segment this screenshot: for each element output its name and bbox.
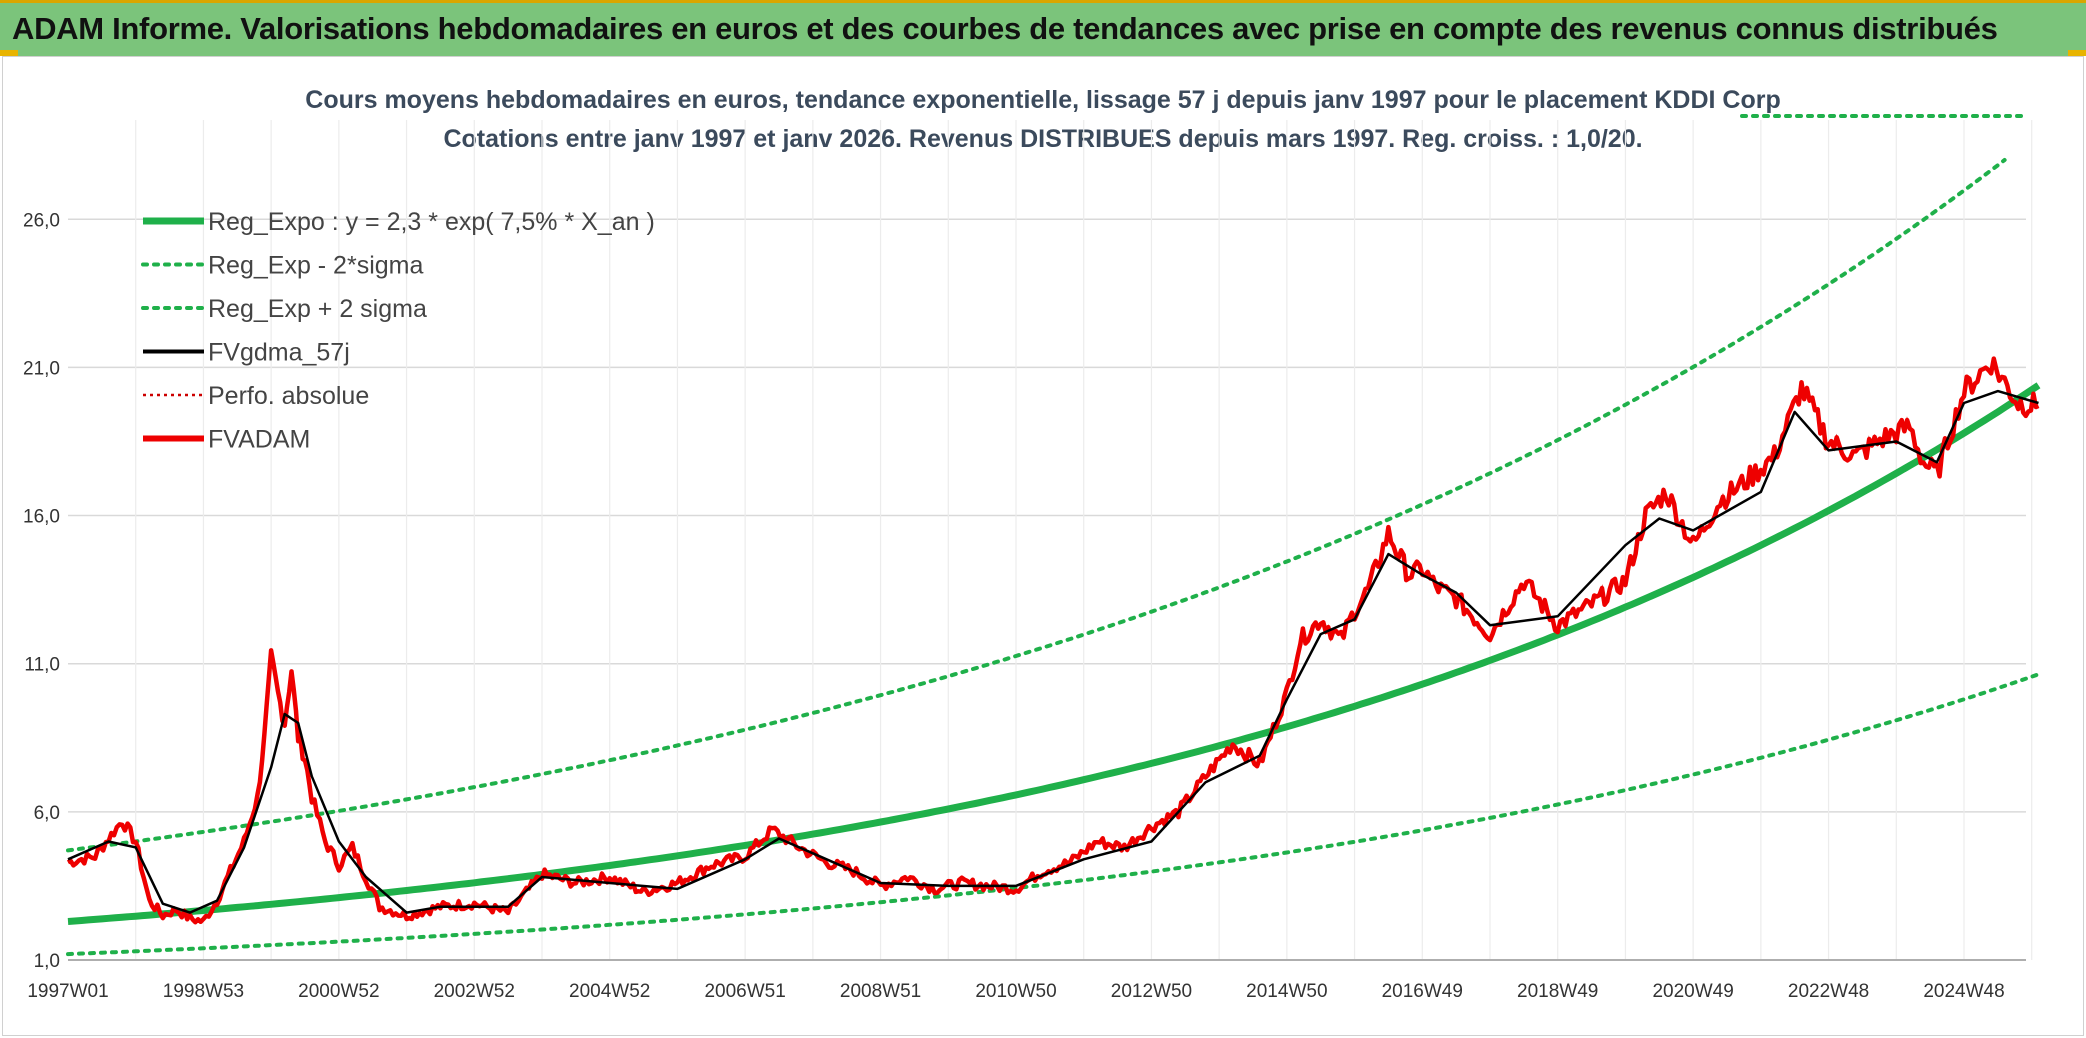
chart-legend: Reg_Expo : y = 2,3 * exp( 7,5% * X_an ) R… (141, 208, 655, 454)
series-perfo-absolue (67, 358, 2039, 924)
y-tick-label: 1,0 (34, 951, 60, 972)
legend-label: FVADAM (208, 426, 310, 454)
x-tick-label: 2006W51 (704, 981, 785, 1002)
x-tick-label: 2002W52 (434, 981, 515, 1002)
x-tick-label: 2008W51 (840, 981, 921, 1002)
x-tick-label: 2016W49 (1382, 981, 1463, 1002)
series-reg-minus-2sigma (66, 672, 2041, 957)
series-fvgdma-57j (67, 389, 2039, 914)
chart-title: Cours moyens hebdomadaires en euros, ten… (305, 86, 1781, 114)
chart-grid (68, 120, 2033, 961)
x-tick-label: 2020W49 (1652, 981, 1733, 1002)
y-tick-label: 26,0 (23, 210, 60, 231)
x-tick-label: 2022W48 (1788, 981, 1869, 1002)
x-tick-label: 2024W48 (1923, 981, 2004, 1002)
legend-label: Perfo. absolue (208, 382, 369, 410)
corner-marker-left (0, 50, 18, 56)
x-tick-label: 2004W52 (569, 981, 650, 1002)
report-banner: ADAM Informe. Valorisations hebdomadaire… (0, 0, 2086, 56)
x-tick-label: 1998W53 (163, 981, 244, 1002)
x-tick-label: 2018W49 (1517, 981, 1598, 1002)
x-tick-label: 2000W52 (298, 981, 379, 1002)
series-reg-expo (67, 382, 2041, 925)
x-tick-label: 2010W50 (975, 981, 1056, 1002)
series-fvadam (66, 356, 2040, 925)
legend-label: Reg_Exp - 2*sigma (208, 252, 423, 280)
legend-label: Reg_Expo : y = 2,3 * exp( 7,5% * X_an ) (208, 208, 655, 236)
x-tick-label: 2012W50 (1111, 981, 1192, 1002)
y-tick-label: 6,0 (34, 803, 60, 824)
chart-subtitle: Cotations entre janv 1997 et janv 2026. … (443, 125, 1643, 153)
chart-series (66, 114, 2041, 957)
y-tick-label: 16,0 (23, 507, 60, 528)
chart-axes: 1,0 6,0 11,0 16,0 21,0 26,0 1997W01 1998W53 2000… (23, 210, 2026, 1002)
x-tick-label: 1997W01 (27, 981, 108, 1002)
chart-frame (2, 56, 2084, 1036)
legend-label: Reg_Exp + 2 sigma (208, 295, 427, 323)
legend-label: FVgdma_57j (208, 339, 350, 367)
corner-marker-right (2068, 50, 2086, 56)
series-reg-plus-2sigma (66, 158, 2007, 853)
y-tick-label: 11,0 (24, 655, 60, 676)
y-tick-label: 21,0 (23, 358, 60, 379)
report-title: ADAM Informe. Valorisations hebdomadaire… (12, 11, 1998, 46)
x-tick-label: 2014W50 (1246, 981, 1327, 1002)
